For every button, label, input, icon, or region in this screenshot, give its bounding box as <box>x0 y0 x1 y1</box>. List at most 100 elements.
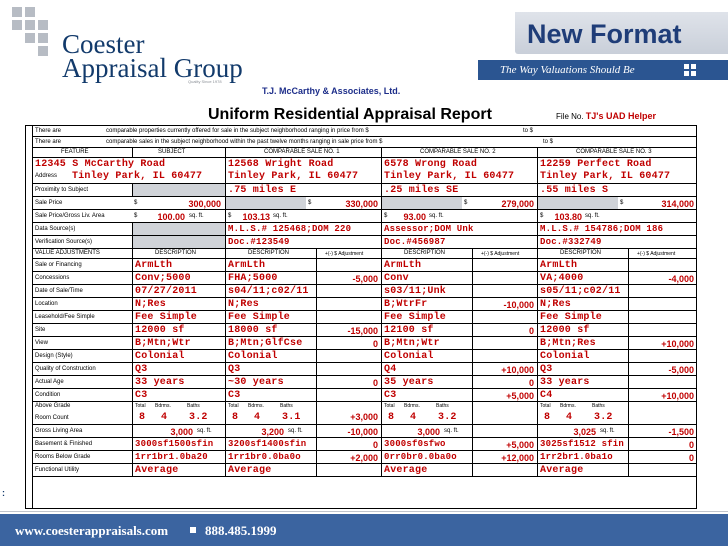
adjustment-row: Condition C3 C3 C3 +5,000 C4 +10,000 <box>33 389 697 402</box>
col-cell: 1rr1br0.0ba0o <box>225 451 316 463</box>
description-value: 12100 sf <box>384 325 434 336</box>
form-left-margin <box>26 126 33 508</box>
col-cell: ~30 years <box>225 376 316 388</box>
col-cell <box>316 259 381 271</box>
col-cell <box>628 464 697 476</box>
description-value: ArmLth <box>384 260 422 271</box>
description-value: B;Mtn;Wtr <box>135 338 191 349</box>
col-cell: 0 <box>472 324 537 336</box>
currency-symbol: $ <box>540 213 544 219</box>
subject-city: Tinley Park, IL 60477 <box>72 171 203 182</box>
col-cell: FHA;5000 <box>225 272 316 284</box>
description-value: Colonial <box>384 351 434 362</box>
column-subject: SUBJECT <box>158 149 186 155</box>
col-cell: Conv;5000 <box>132 272 225 284</box>
comp2-city: Tinley Park, IL 60477 <box>384 171 515 182</box>
subject-price-gla: 100.00 <box>157 212 185 222</box>
comp1-desc-header: DESCRIPTION <box>248 250 290 256</box>
col-cell <box>472 401 537 424</box>
col-cell <box>472 272 537 284</box>
column-header-row: FEATURE SUBJECT COMPARABLE SALE NO. 1 CO… <box>33 148 697 158</box>
comp2-gla: 3,000 <box>417 427 440 437</box>
col-cell <box>472 337 537 349</box>
description-value: N;Res <box>135 299 167 310</box>
currency-symbol: $ <box>134 200 138 206</box>
col-cell: Total Bdrms. Baths 8 4 3.2 <box>132 401 225 424</box>
col-cell: 3,025 sq. ft. <box>537 425 628 437</box>
address-label: Address <box>35 173 58 179</box>
description-value: 07/27/2011 <box>135 286 198 297</box>
col-cell: B;WtrFr <box>381 298 472 310</box>
col-cell: -5,000 <box>316 272 381 284</box>
listing-text: There are <box>35 139 62 145</box>
subject-desc-header: DESCRIPTION <box>155 250 197 256</box>
basement-label: Basement & Finished <box>35 441 93 447</box>
col-cell: s05/11;c02/11 <box>537 285 628 297</box>
footer-website[interactable]: www.coesterappraisals.com <box>15 523 169 538</box>
col-cell: .25 miles SE <box>381 184 537 196</box>
comp3-price-gla: 103.80 <box>554 212 582 222</box>
subject-bedrooms: 4 <box>161 412 168 423</box>
adjustment-row: Quality of Construction Q3 Q3 Q4 +10,000 Q3 -5… <box>33 363 697 376</box>
description-value: ArmLth <box>228 260 266 271</box>
adjustment-label: Quality of Construction <box>35 366 96 372</box>
comp1-baths: 3.1 <box>282 412 301 423</box>
comp3-baths: 3.2 <box>594 412 613 423</box>
col-cell: Average <box>381 464 472 476</box>
functional-utility-label: Functional Utility <box>35 467 80 473</box>
adjustment-row: Design (Style) Colonial Colonial Colonial Co… <box>33 350 697 363</box>
sqft-unit: sq. ft. <box>288 428 303 434</box>
adjustment-label: View <box>35 340 48 346</box>
comp3-sale-price: 314,000 <box>661 199 694 209</box>
description-value: Fee Simple <box>540 312 603 323</box>
col-cell: Average <box>225 464 316 476</box>
col-cell: B;Mtn;Res <box>537 337 628 349</box>
col-cell: COMPARABLE SALE NO. 2 <box>381 148 537 157</box>
col-cell: +10,000 <box>472 363 537 375</box>
comp3-gla-adj: -1,500 <box>668 427 694 437</box>
description-value: C3 <box>228 390 241 401</box>
slogan-text: The Way Valuations Should Be <box>500 64 635 76</box>
col-cell: 0rr0br0.0ba0o <box>381 451 472 463</box>
sqft-unit: sq. ft. <box>273 213 288 219</box>
currency-symbol: $ <box>308 200 312 206</box>
col-cell: Q3 <box>537 363 628 375</box>
col-cell: +10,000 <box>628 337 697 349</box>
description-value: FHA;5000 <box>228 273 278 284</box>
description-value: Conv <box>384 273 409 284</box>
adjustment-label: Leasehold/Fee Simple <box>35 314 95 320</box>
col-cell: Total Bdrms. Baths 8 4 3.2 <box>381 401 472 424</box>
col-cell: ArmLth <box>381 259 472 271</box>
col-cell: -15,000 <box>316 324 381 336</box>
column-comp3: COMPARABLE SALE NO. 3 <box>576 149 652 155</box>
subject-baths: 3.2 <box>189 412 208 423</box>
adjustment-value: -4,000 <box>668 274 694 284</box>
col-cell: COMPARABLE SALE NO. 3 <box>537 148 697 157</box>
description-value: s05/11;c02/11 <box>540 286 621 297</box>
col-cell: 0 <box>316 376 381 388</box>
description-value: Q3 <box>135 364 148 375</box>
rooms-below-grade-row: Rooms Below Grade 1rr1br1.0ba20 1rr1br0.… <box>33 451 697 464</box>
col-cell: Total Bdrms. Baths 8 4 3.1 <box>225 401 316 424</box>
description-value: s04/11;c02/11 <box>228 286 309 297</box>
listing-text: comparable properties currently offered … <box>106 128 369 134</box>
col-cell: $ 103.13 sq. ft. <box>225 210 381 222</box>
col-cell <box>316 363 381 375</box>
address-row: Address 12345 S McCarthy Road Tinley Par… <box>33 158 697 184</box>
col-cell: 3025sf1512 sfin <box>537 438 628 450</box>
side-marker: : <box>2 488 5 498</box>
col-cell: C4 <box>537 389 628 401</box>
comp1-sale-price: 330,000 <box>345 199 378 209</box>
sqft-unit: sq. ft. <box>197 428 212 434</box>
sqft-unit: sq. ft. <box>189 213 204 219</box>
comp2-adj-header: +(-) $ Adjustment <box>481 251 520 257</box>
col-cell: +(-) $ Adjustment <box>628 249 697 258</box>
basement-row: Basement & Finished 3000sf1500sfin 3200s… <box>33 438 697 451</box>
description-value: 12000 sf <box>135 325 185 336</box>
adjustments-header-row: VALUE ADJUSTMENTS DESCRIPTION DESCRIPTIO… <box>33 249 697 259</box>
data-source-row: Data Source(s) M.L.S.# 125468;DOM 220 As… <box>33 223 697 236</box>
description-value: Fee Simple <box>384 312 447 323</box>
adjustment-label: Site <box>35 327 46 333</box>
file-no-label: File No. <box>556 112 584 121</box>
comp2-price-gla: 93.00 <box>403 212 426 222</box>
